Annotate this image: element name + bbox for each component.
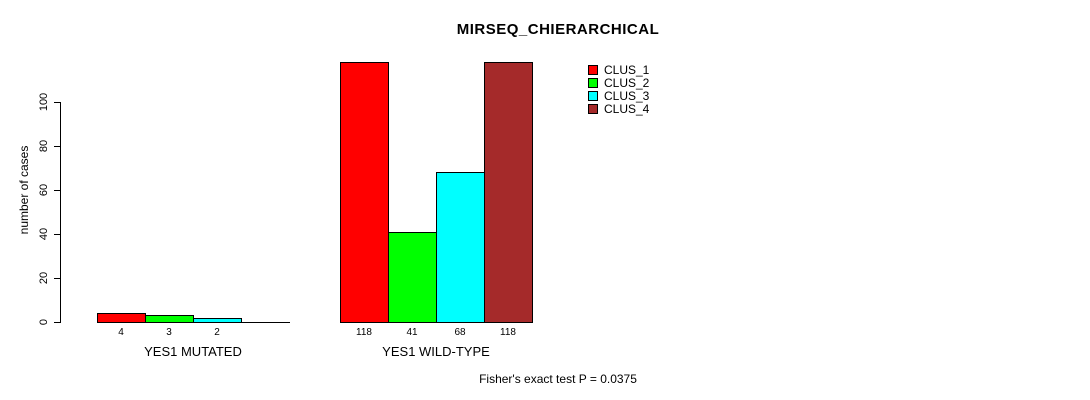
legend-swatch-icon — [588, 77, 598, 88]
y-axis-tick — [54, 278, 60, 279]
bar-clus_2 — [145, 315, 194, 323]
bar-clus_3 — [193, 318, 242, 323]
y-axis-tick — [54, 190, 60, 191]
legend-label: CLUS_3 — [604, 88, 650, 103]
bar-clus_4 — [484, 62, 533, 323]
bar-value-label: 118 — [500, 327, 516, 338]
statistical-test-note: Fisher's exact test P = 0.0375 — [479, 372, 637, 386]
bar-clus_3 — [436, 172, 485, 323]
y-axis-tick-label: 60 — [38, 183, 50, 197]
legend-item: CLUS_1 — [588, 62, 650, 77]
legend-swatch-icon — [588, 90, 598, 101]
bar-value-label: 41 — [406, 327, 418, 338]
chart-title: MIRSEQ_CHIERARCHICAL — [456, 21, 660, 38]
y-axis-tick — [54, 102, 60, 103]
legend-item: CLUS_3 — [588, 88, 650, 103]
legend-item: CLUS_2 — [588, 75, 650, 90]
y-axis-tick — [54, 146, 60, 147]
bar-value-label: 3 — [166, 327, 172, 338]
bar-value-label: 4 — [118, 327, 124, 338]
legend-swatch-icon — [588, 103, 598, 114]
bar-clus_1 — [340, 62, 389, 323]
legend-label: CLUS_4 — [604, 101, 650, 116]
legend-item: CLUS_4 — [588, 101, 650, 116]
legend-swatch-icon — [588, 64, 598, 75]
y-axis-tick — [54, 322, 60, 323]
group-label: YES1 WILD-TYPE — [382, 344, 490, 359]
y-axis-tick — [54, 234, 60, 235]
y-axis-tick-label: 80 — [38, 139, 50, 153]
bar-clus_1 — [97, 313, 146, 323]
y-axis-tick-label: 0 — [38, 318, 50, 326]
legend-label: CLUS_2 — [604, 75, 650, 90]
legend: CLUS_1 CLUS_2 CLUS_3 CLUS_4 — [588, 62, 650, 116]
y-axis-line — [60, 102, 61, 323]
y-axis-title: number of cases — [17, 145, 31, 235]
bar-value-label: 2 — [214, 327, 220, 338]
y-axis-tick-label: 20 — [38, 271, 50, 285]
bar-value-label: 118 — [356, 327, 372, 338]
bar-value-label: 68 — [454, 327, 466, 338]
y-axis-tick-label: 40 — [38, 227, 50, 241]
y-axis-tick-label: 100 — [38, 92, 50, 112]
bar-clus_2 — [388, 232, 437, 323]
group-label: YES1 MUTATED — [144, 344, 242, 359]
legend-label: CLUS_1 — [604, 62, 650, 77]
